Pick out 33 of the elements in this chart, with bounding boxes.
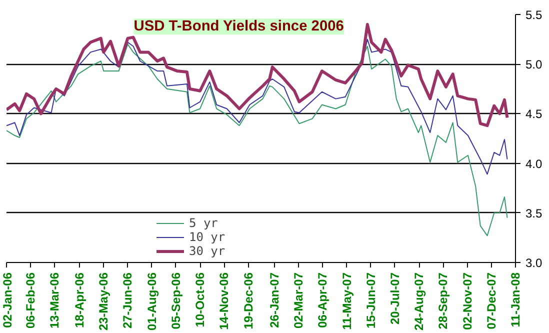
x-tick-label: 18-Apr-06 xyxy=(72,272,87,328)
x-tick-label: 23-May-06 xyxy=(96,272,111,331)
x-tick-label: 28-Sep-07 xyxy=(436,272,450,330)
x-tick-label: 07-Dec-07 xyxy=(484,272,498,330)
y-tick-label: 5.0 xyxy=(526,58,543,72)
x-tick-label: 05-Sep-06 xyxy=(168,272,183,330)
x-tick-label: 11-Jan-08 xyxy=(508,272,522,328)
legend-label: 5 yr xyxy=(189,216,218,230)
x-tick-label: 13-Mar-06 xyxy=(48,272,62,329)
y-tick-label: 5.5 xyxy=(526,8,543,22)
x-tick-label: 24-Aug-07 xyxy=(412,272,426,331)
x-tick-label: 10-Oct-06 xyxy=(193,272,208,328)
y-tick-label: 4.5 xyxy=(526,107,543,122)
legend-label: 10 yr xyxy=(189,230,226,244)
x-tick-label: 02-Mar-07 xyxy=(292,272,306,329)
legend-label: 30 yr xyxy=(189,244,226,258)
x-tick-label: 26-Jan-07 xyxy=(267,272,282,328)
y-tick-label: 3.5 xyxy=(526,206,543,220)
x-tick-label: 01-Aug-06 xyxy=(144,272,159,331)
x-tick-label: 14-Nov-06 xyxy=(217,272,232,330)
x-tick-label: 02-Jan-06 xyxy=(0,272,14,328)
x-tick-label: 02-Nov-07 xyxy=(460,272,474,330)
x-tick-label: 19-Dec-06 xyxy=(241,272,256,330)
x-tick-label: 20-Jul-07 xyxy=(388,272,402,325)
x-tick-label: 06-Feb-06 xyxy=(24,272,38,329)
chart-title: USD T-Bond Yields since 2006 xyxy=(134,18,344,34)
x-tick-label: 11-May-07 xyxy=(340,272,354,330)
y-tick-label: 3.0 xyxy=(526,256,543,270)
x-tick-label: 15-Jun-07 xyxy=(364,272,378,329)
y-tick-label: 4.0 xyxy=(526,156,543,171)
x-tick-label: 06-Apr-07 xyxy=(316,272,330,328)
x-tick-label: 27-Jun-06 xyxy=(120,272,135,329)
line-series xyxy=(6,38,508,175)
